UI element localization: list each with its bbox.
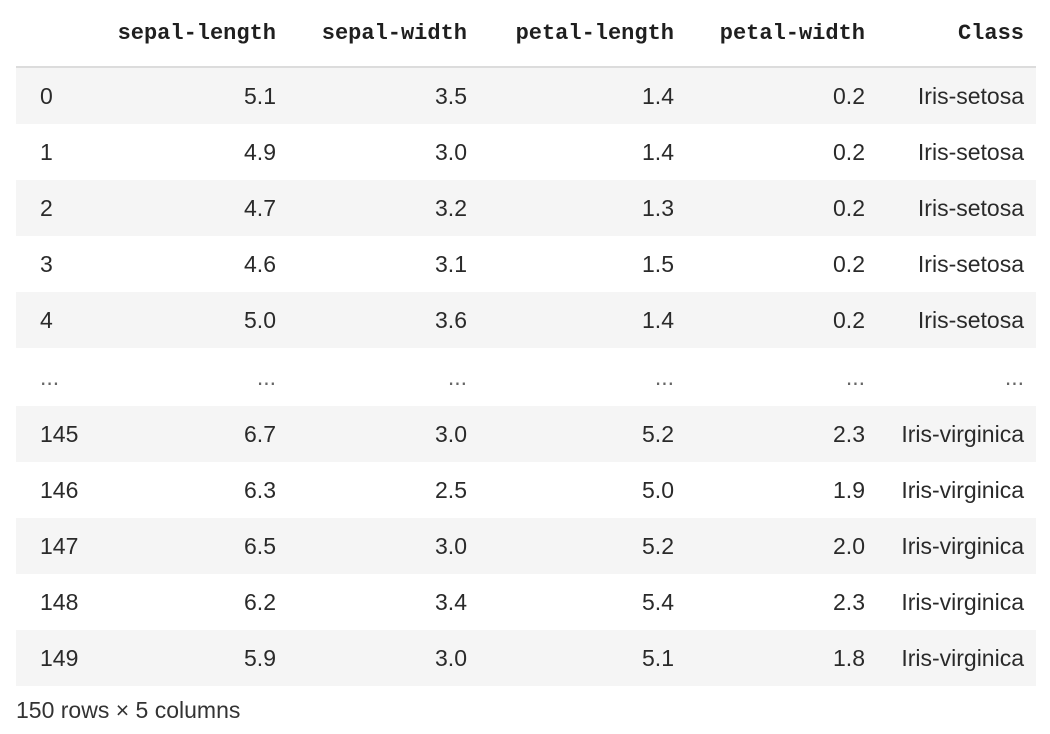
table-cell: Iris-setosa [877, 67, 1036, 124]
table-cell: 6.7 [94, 406, 288, 462]
row-index: 148 [16, 574, 94, 630]
table-cell: 4.7 [94, 180, 288, 236]
table-cell: 3.0 [288, 518, 479, 574]
table-cell: 3.0 [288, 630, 479, 686]
table-cell: 1.4 [479, 292, 686, 348]
table-row: 3 4.6 3.1 1.5 0.2 Iris-setosa [16, 236, 1036, 292]
table-cell: 5.1 [479, 630, 686, 686]
table-cell: Iris-setosa [877, 292, 1036, 348]
table-row: 145 6.7 3.0 5.2 2.3 Iris-virginica [16, 406, 1036, 462]
table-cell: 5.9 [94, 630, 288, 686]
table-cell: ... [288, 348, 479, 406]
table-cell: 1.9 [686, 462, 877, 518]
table-cell: Iris-virginica [877, 518, 1036, 574]
table-cell: 5.4 [479, 574, 686, 630]
table-cell: 1.4 [479, 124, 686, 180]
table-cell: Iris-setosa [877, 236, 1036, 292]
table-cell: 2.3 [686, 574, 877, 630]
table-cell: ... [686, 348, 877, 406]
table-cell: Iris-virginica [877, 574, 1036, 630]
table-cell: 0.2 [686, 292, 877, 348]
dataframe-shape-text: 150 rows × 5 columns [16, 697, 241, 723]
column-header: sepal-length [94, 0, 288, 68]
table-cell: 3.6 [288, 292, 479, 348]
row-index: 147 [16, 518, 94, 574]
table-cell: 2.3 [686, 406, 877, 462]
table-cell: 3.0 [288, 406, 479, 462]
table-cell: 2.5 [288, 462, 479, 518]
table-cell: 0.2 [686, 67, 877, 124]
table-cell: 5.0 [94, 292, 288, 348]
table-cell: 4.6 [94, 236, 288, 292]
table-cell: 5.2 [479, 406, 686, 462]
table-cell: 4.9 [94, 124, 288, 180]
row-index: 3 [16, 236, 94, 292]
row-index: 145 [16, 406, 94, 462]
table-cell: 3.4 [288, 574, 479, 630]
column-header: sepal-width [288, 0, 479, 68]
table-cell: 1.4 [479, 67, 686, 124]
index-header [16, 0, 94, 68]
table-cell: Iris-setosa [877, 180, 1036, 236]
table-cell: 5.1 [94, 67, 288, 124]
table-cell: ... [479, 348, 686, 406]
table-cell: 3.0 [288, 124, 479, 180]
table-cell: 0.2 [686, 124, 877, 180]
table-cell: Iris-virginica [877, 630, 1036, 686]
table-row: 148 6.2 3.4 5.4 2.3 Iris-virginica [16, 574, 1036, 630]
column-header: petal-length [479, 0, 686, 68]
table-cell: 6.5 [94, 518, 288, 574]
ellipsis-row: ... ... ... ... ... ... [16, 348, 1036, 406]
table-cell: 0.2 [686, 180, 877, 236]
table-cell: 6.2 [94, 574, 288, 630]
row-index: 0 [16, 67, 94, 124]
row-index: 146 [16, 462, 94, 518]
row-index: ... [16, 348, 94, 406]
table-cell: 1.3 [479, 180, 686, 236]
table-cell: 5.0 [479, 462, 686, 518]
table-cell: 1.5 [479, 236, 686, 292]
column-header: petal-width [686, 0, 877, 68]
table-cell: 6.3 [94, 462, 288, 518]
dataframe-output: sepal-length sepal-width petal-length pe… [16, 0, 1036, 686]
table-cell: 2.0 [686, 518, 877, 574]
column-header: Class [877, 0, 1036, 68]
table-cell: 3.2 [288, 180, 479, 236]
table-cell: Iris-setosa [877, 124, 1036, 180]
table-row: 2 4.7 3.2 1.3 0.2 Iris-setosa [16, 180, 1036, 236]
table-row: 147 6.5 3.0 5.2 2.0 Iris-virginica [16, 518, 1036, 574]
table-row: 1 4.9 3.0 1.4 0.2 Iris-setosa [16, 124, 1036, 180]
table-cell: ... [877, 348, 1036, 406]
table-cell: 1.8 [686, 630, 877, 686]
table-row: 4 5.0 3.6 1.4 0.2 Iris-setosa [16, 292, 1036, 348]
table-cell: 5.2 [479, 518, 686, 574]
table-cell: 3.1 [288, 236, 479, 292]
table-cell: Iris-virginica [877, 406, 1036, 462]
table-cell: 0.2 [686, 236, 877, 292]
table-cell: ... [94, 348, 288, 406]
table-row: 146 6.3 2.5 5.0 1.9 Iris-virginica [16, 462, 1036, 518]
row-index: 1 [16, 124, 94, 180]
header-row: sepal-length sepal-width petal-length pe… [16, 0, 1036, 68]
table-row: 0 5.1 3.5 1.4 0.2 Iris-setosa [16, 67, 1036, 124]
table-cell: Iris-virginica [877, 462, 1036, 518]
row-index: 4 [16, 292, 94, 348]
table-row: 149 5.9 3.0 5.1 1.8 Iris-virginica [16, 630, 1036, 686]
table-cell: 3.5 [288, 67, 479, 124]
row-index: 2 [16, 180, 94, 236]
row-index: 149 [16, 630, 94, 686]
dataframe-table: sepal-length sepal-width petal-length pe… [16, 0, 1036, 686]
